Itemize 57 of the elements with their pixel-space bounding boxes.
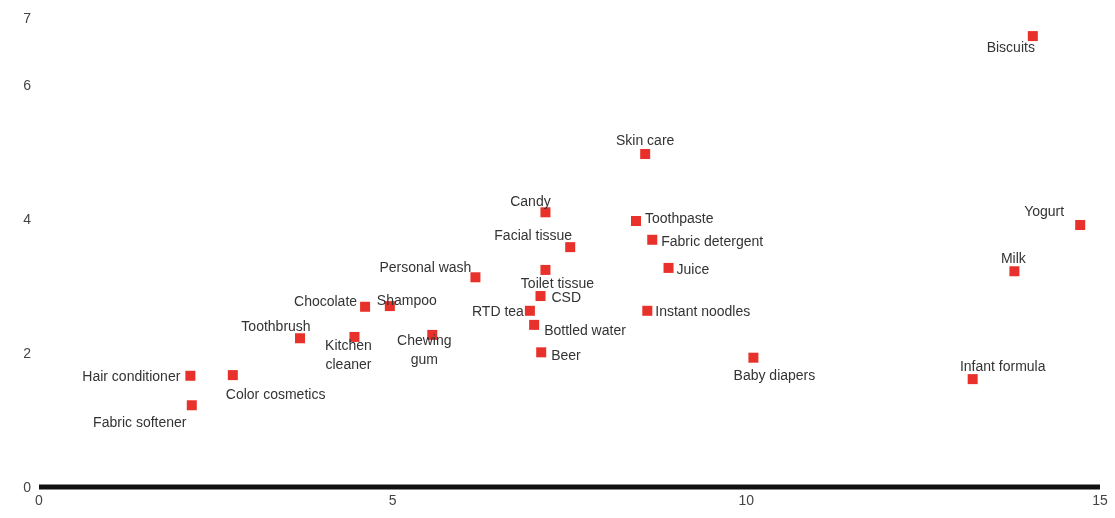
series-label: Yogurt: [1024, 203, 1065, 220]
point: [470, 272, 481, 283]
series-label: Toilet tissue: [520, 274, 595, 291]
series-label: Shampoo: [376, 292, 438, 309]
y-tick-label: 0: [23, 478, 32, 495]
point: [967, 374, 978, 385]
series-label: RTD tea: [472, 302, 525, 319]
series-label: Beer: [551, 347, 582, 364]
series-label: Toothbrush: [241, 318, 311, 335]
point: [1009, 266, 1020, 277]
series-label: Chocolate: [294, 292, 358, 309]
series-label: Juice: [676, 260, 710, 277]
series-label: Milk: [1000, 250, 1027, 267]
point: [663, 262, 674, 273]
point: [647, 234, 658, 245]
series-label: Biscuits: [986, 39, 1035, 56]
series-label: Hair conditioner: [82, 367, 181, 384]
series-label: Baby diapers: [733, 366, 816, 383]
x-tick-label: 10: [738, 491, 755, 508]
point: [1075, 220, 1086, 231]
series-label: Color cosmetics: [225, 386, 326, 403]
series-label: Personal wash: [379, 259, 472, 276]
y-tick-label: 7: [23, 9, 32, 26]
y-tick-label: 4: [23, 210, 32, 227]
series-label: Infant formula: [959, 358, 1046, 375]
series-label: Facial tissue: [494, 227, 573, 244]
y-tick-label: 2: [23, 344, 32, 361]
x-tick-label: 0: [35, 491, 44, 508]
point: [565, 242, 576, 253]
y-tick-label: 6: [23, 76, 32, 93]
series-label: Kitchen cleaner: [325, 337, 372, 373]
series-label: Candy: [510, 193, 551, 210]
series-label: Toothpaste: [644, 210, 714, 227]
point: [186, 400, 197, 411]
point: [535, 291, 546, 302]
series-label: Fabric softener: [93, 414, 187, 431]
series-label: Bottled water: [544, 321, 627, 338]
point: [360, 301, 371, 312]
point: [1027, 31, 1038, 42]
point: [536, 347, 547, 358]
point: [642, 305, 653, 316]
x-tick-label: 5: [388, 491, 397, 508]
series-label: Instant noodles: [655, 302, 751, 319]
point: [185, 370, 196, 381]
point: [227, 370, 238, 381]
series-label: CSD: [551, 289, 582, 306]
series-label: Chewing gum: [397, 332, 452, 368]
series-label: Skin care: [616, 132, 675, 149]
x-tick-label: 15: [1092, 491, 1108, 508]
point: [524, 305, 535, 316]
point: [295, 333, 306, 344]
point: [540, 264, 551, 275]
point: [748, 352, 759, 363]
point: [529, 319, 540, 330]
point: [630, 216, 641, 227]
series-label: Fabric detergent: [661, 232, 764, 249]
point: [640, 149, 651, 160]
